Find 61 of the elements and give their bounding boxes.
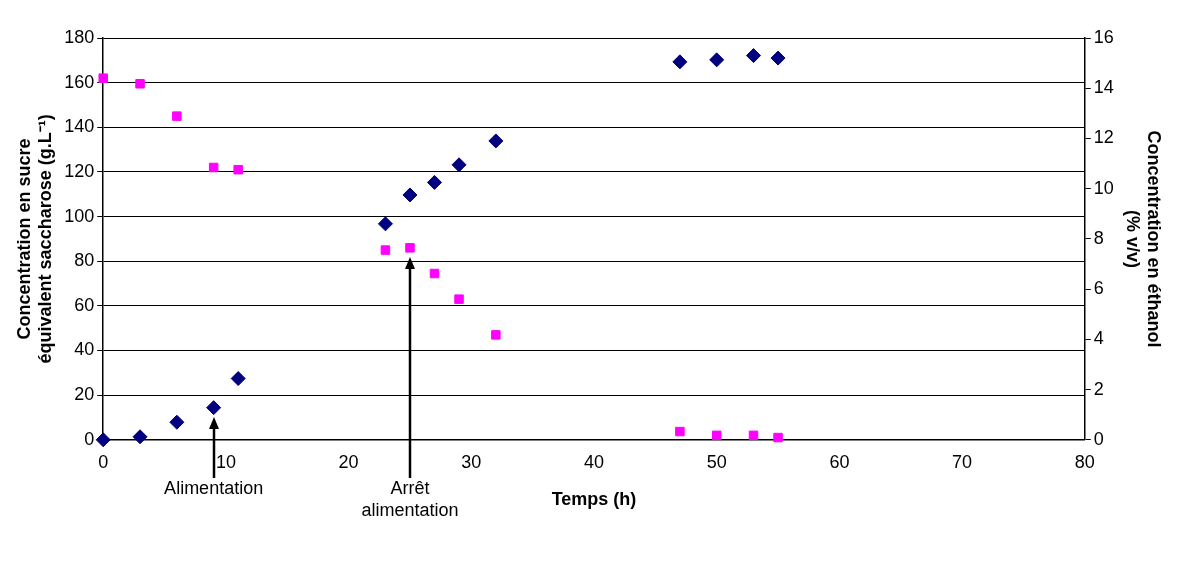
y2-tick-label: 6 [1093,278,1104,299]
point [709,52,725,68]
point [454,294,464,304]
y-tick-label: 160 [64,71,95,92]
point [98,73,108,83]
point [402,187,418,203]
point [773,432,783,443]
y-tick-label: 180 [64,26,95,47]
y-tick-label: 140 [64,116,95,137]
x-tick-label: 80 [1074,451,1095,472]
point [405,243,415,253]
point [380,245,391,255]
x-tick-label: 70 [952,451,973,472]
y2-tick-label: 2 [1093,378,1104,399]
point [488,133,504,149]
point [95,432,111,448]
y2-tick-label: 12 [1093,127,1114,148]
y2-axis-title: Concentration en éthanol (% v/v) [1122,130,1165,348]
y-tick-label: 0 [84,428,95,449]
point [132,429,148,445]
y2-tick-label: 10 [1093,177,1114,198]
x-tick-label: 40 [583,451,605,472]
y-tick-label: 60 [74,294,95,315]
point [377,216,393,232]
y2-tick-label: 4 [1093,328,1104,349]
point [206,400,222,416]
point [135,79,145,89]
x-tick-label: 20 [338,451,359,472]
point [672,54,688,70]
x-tick-label: 0 [98,451,109,472]
point [451,157,467,173]
point [746,48,762,64]
annotation: Alimentation [164,477,264,498]
x-tick-label: 60 [829,451,850,472]
y-tick-label: 80 [74,250,95,271]
point [208,162,219,173]
x-axis-title: Temps (h) [551,489,637,510]
x-tick-label: 10 [215,451,236,472]
point [427,174,442,190]
y-tick-label: 100 [64,205,95,226]
y2-tick-label: 16 [1093,26,1114,47]
point [711,430,722,441]
y-tick-label: 120 [64,160,95,181]
x-tick-label: 30 [461,451,482,472]
y2-tick-label: 14 [1093,77,1114,98]
point [429,268,440,279]
point [230,371,246,387]
point [675,426,685,437]
point [233,164,243,175]
y2-tick-label: 8 [1093,227,1104,248]
y-axis-title: Concentration en sucre équivalent saccharose (g.L⁻¹) [13,114,56,364]
annotation: Arrêt alimentation [361,477,459,520]
y-tick-label: 20 [74,384,95,405]
y-tick-label: 40 [74,339,95,360]
x-tick-label: 50 [706,451,727,472]
point [770,50,786,66]
point [172,111,182,121]
point [491,330,501,340]
y2-tick-label: 0 [1093,428,1104,449]
point [748,430,759,441]
point [169,414,185,430]
